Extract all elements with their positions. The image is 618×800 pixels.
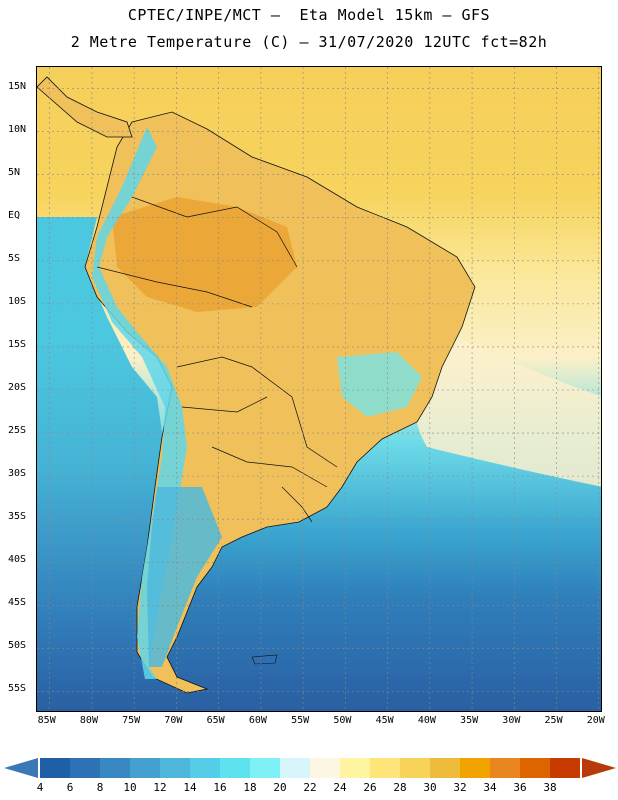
map-title: CPTEC/INPE/MCT – Eta Model 15km – GFS — [127, 6, 491, 24]
lat-lon-grid — [37, 67, 601, 711]
lat-tick-label: 45S — [8, 597, 27, 609]
legend-color-box — [520, 758, 550, 778]
legend-value-label: 36 — [513, 781, 527, 794]
lon-tick-label: 65W — [206, 715, 225, 726]
lat-tick-label: 10N — [8, 123, 27, 135]
lon-tick-label: 20W — [586, 715, 605, 726]
legend-color-box — [100, 758, 130, 778]
legend-color-box — [490, 758, 520, 778]
lat-tick-label: 20S — [8, 382, 27, 393]
legend-value-label: 4 — [36, 781, 44, 794]
legend-color-box — [190, 758, 220, 778]
lon-tick-label: 35W — [460, 715, 479, 726]
legend-value-label: 6 — [66, 781, 74, 794]
legend-value-label: 24 — [333, 781, 347, 794]
legend-color-box — [160, 758, 190, 778]
lat-tick-label: 15N — [8, 80, 27, 92]
southeast-cool-zone — [337, 352, 422, 417]
legend-low-arrow — [4, 758, 38, 778]
lat-tick-label: 15S — [8, 338, 27, 350]
legend-value-label: 22 — [303, 781, 317, 794]
legend-color-box — [460, 758, 490, 778]
central-america-land — [37, 76, 133, 138]
lon-tick-label: 75W — [122, 715, 141, 726]
lon-tick-label: 80W — [79, 715, 98, 726]
lat-tick-label: 40S — [8, 554, 27, 566]
legend-high-arrow — [582, 758, 616, 778]
legend-color-box — [550, 758, 580, 778]
lat-tick-label: 5N — [8, 166, 21, 178]
pacific-ocean — [37, 217, 205, 711]
legend-color-box — [280, 758, 310, 778]
lat-tick-label: 50S — [8, 640, 27, 652]
legend-value-label: 16 — [213, 781, 227, 794]
legend-color-box — [250, 758, 280, 778]
lon-tick-label: 55W — [291, 715, 310, 726]
legend-color-box — [310, 758, 340, 778]
temperature-legend — [4, 758, 616, 778]
lon-tick-label: 40W — [417, 715, 436, 726]
legend-color-box — [340, 758, 370, 778]
legend-value-label: 8 — [96, 781, 104, 794]
legend-color-box — [130, 758, 160, 778]
lat-tick-label: 35S — [8, 511, 27, 523]
lat-tick-label: 10S — [8, 295, 27, 307]
lon-tick-label: 70W — [164, 715, 183, 726]
legend-boxes — [40, 758, 580, 778]
lon-tick-label: 25W — [544, 715, 563, 726]
patagonia-cold — [147, 487, 222, 667]
lon-tick-label: 85W — [37, 715, 56, 726]
legend-value-label: 26 — [363, 781, 377, 794]
legend-value-label: 12 — [153, 781, 167, 794]
legend-color-box — [430, 758, 460, 778]
lat-tick-label: 25S — [8, 425, 27, 437]
lat-tick-label: 5S — [8, 252, 21, 264]
country-borders — [96, 196, 338, 523]
legend-value-label: 10 — [123, 781, 137, 794]
amazon-hot-zone — [112, 197, 297, 312]
legend-value-label: 20 — [273, 781, 287, 794]
falkland-islands — [251, 654, 278, 665]
legend-color-box — [370, 758, 400, 778]
legend-color-box — [40, 758, 70, 778]
legend-color-box — [400, 758, 430, 778]
legend-value-label: 38 — [543, 781, 557, 794]
legend-value-label: 34 — [483, 781, 497, 794]
lat-tick-label: EQ — [8, 209, 21, 221]
lon-tick-label: 50W — [333, 715, 352, 726]
lat-tick-label: 30S — [8, 468, 27, 480]
warm-atlantic-band — [414, 327, 601, 487]
lon-tick-label: 60W — [248, 715, 267, 726]
map-subtitle: 2 Metre Temperature (C) – 31/07/2020 12U… — [70, 33, 548, 51]
lon-tick-label: 30W — [502, 715, 521, 726]
legend-value-label: 14 — [183, 781, 197, 794]
legend-value-label: 32 — [453, 781, 467, 794]
legend-value-label: 28 — [393, 781, 407, 794]
legend-value-label: 18 — [243, 781, 257, 794]
legend-value-label: 30 — [423, 781, 437, 794]
legend-color-box — [70, 758, 100, 778]
legend-color-box — [220, 758, 250, 778]
temperature-map — [36, 66, 602, 712]
map-canvas — [37, 67, 601, 711]
lat-tick-label: 55S — [8, 683, 27, 695]
lon-tick-label: 45W — [375, 715, 394, 726]
